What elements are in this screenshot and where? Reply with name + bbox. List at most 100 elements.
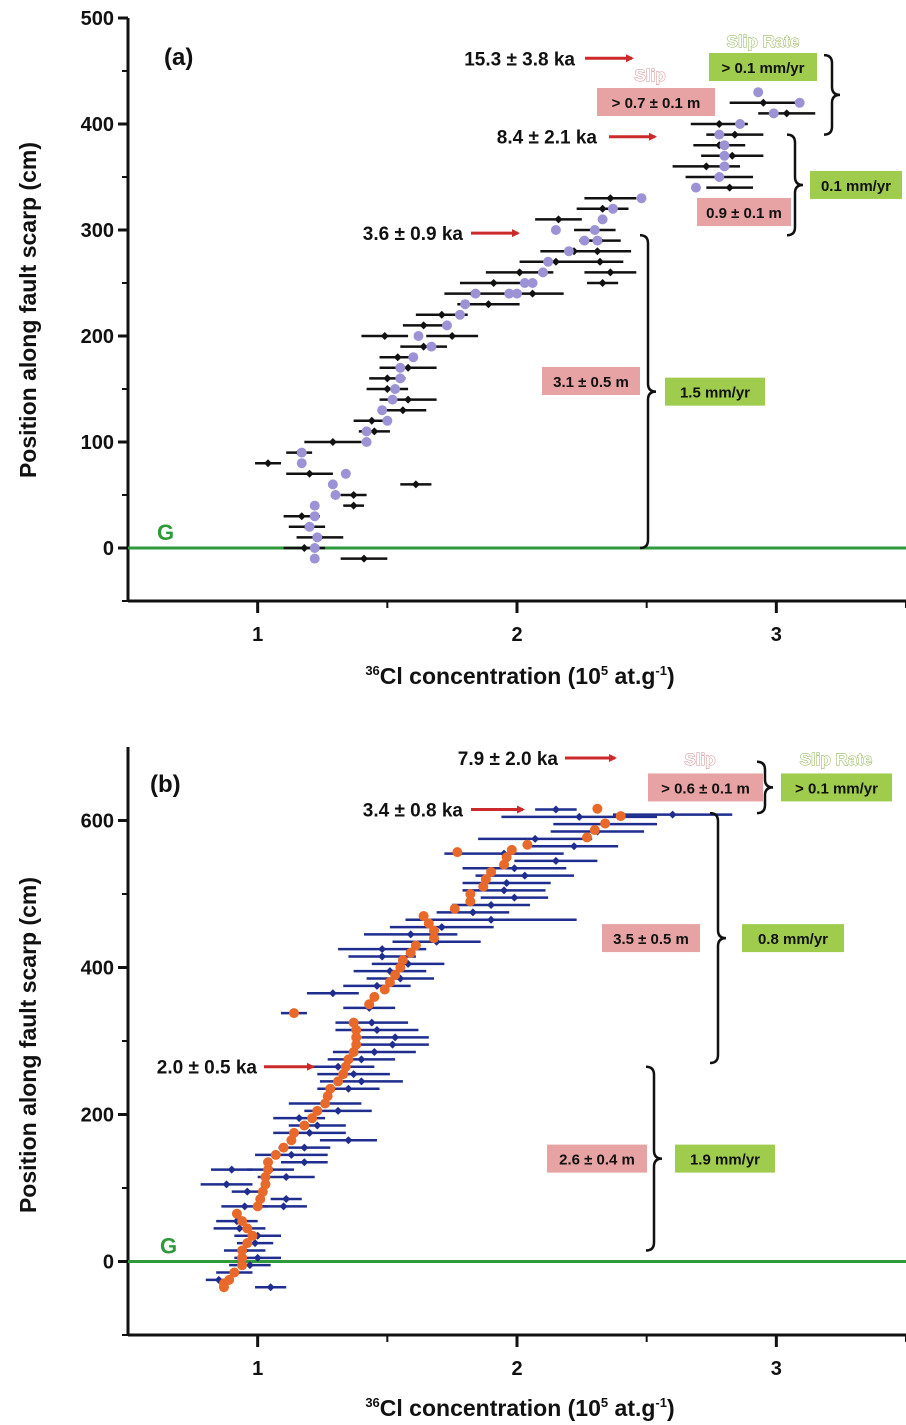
rate-value: 0.8 mm/yr <box>758 931 828 948</box>
measured-series-b <box>200 805 733 1292</box>
modeled-point <box>364 999 375 1010</box>
rate-value: 1.5 mm/yr <box>680 385 750 402</box>
measured-point <box>501 812 658 821</box>
measured-marker <box>235 1224 244 1233</box>
modeled-point <box>768 108 779 119</box>
measured-marker <box>595 257 604 266</box>
measured-marker <box>406 930 415 939</box>
measured-marker <box>437 310 446 319</box>
measured-point <box>480 893 549 902</box>
measured-marker <box>393 353 402 362</box>
modeled-point <box>390 384 401 394</box>
measured-point <box>563 247 632 256</box>
x-tick-label: 1 <box>252 624 263 646</box>
panel-a: (a) Position along fault scarp (cm) 36Cl… <box>15 8 906 689</box>
measured-marker <box>510 864 519 873</box>
measured-marker <box>728 151 737 160</box>
slip-box-bg <box>547 1144 647 1173</box>
measured-marker <box>380 332 389 340</box>
modeled-point <box>312 1105 323 1116</box>
measured-marker <box>419 342 428 351</box>
modeled-point <box>312 532 323 543</box>
panel-label-a: (a) <box>164 44 193 71</box>
measured-point <box>389 923 494 932</box>
modeled-point <box>397 955 408 966</box>
rate-box-bg <box>709 53 817 81</box>
modeled-point <box>480 874 491 885</box>
measured-marker <box>531 834 540 843</box>
y-tick-label: 200 <box>81 326 114 348</box>
slip-box-bg <box>597 88 715 116</box>
modeled-point <box>237 1216 248 1227</box>
measured-point <box>260 1202 307 1211</box>
measured-marker <box>227 1165 236 1174</box>
slip-value: > 0.6 ± 0.1 m <box>661 780 750 797</box>
measured-marker <box>305 469 314 478</box>
modeled-point <box>690 182 701 193</box>
measured-marker <box>305 1128 314 1137</box>
measured-marker <box>300 1158 309 1167</box>
measured-point <box>426 332 479 340</box>
modeled-point <box>537 267 548 278</box>
modeled-point <box>343 1054 354 1065</box>
measured-point <box>576 257 624 266</box>
modeled-point <box>522 839 533 850</box>
measured-marker <box>344 1084 353 1093</box>
measured-marker <box>282 1195 291 1204</box>
modeled-point <box>563 246 574 257</box>
modeled-point <box>309 500 320 511</box>
measured-marker <box>388 1040 397 1049</box>
measured-marker <box>245 1261 254 1270</box>
measured-marker <box>251 1239 260 1248</box>
measured-marker <box>357 1055 366 1064</box>
modeled-point <box>224 1274 235 1285</box>
measured-marker <box>575 812 584 821</box>
slip-header-a: Slip <box>634 66 665 85</box>
ground-label-b: G <box>160 1234 177 1259</box>
slip-box: 3.5 ± 0.5 m <box>602 924 700 953</box>
modeled-point <box>504 288 515 299</box>
slip-box: > 0.7 ± 0.1 m <box>597 88 715 116</box>
rate-value: > 0.1 mm/yr <box>795 780 878 797</box>
rate-box: 0.8 mm/yr <box>742 924 844 953</box>
measured-marker <box>570 842 579 851</box>
measured-marker <box>367 416 376 425</box>
measured-marker <box>598 204 607 213</box>
modeled-series-a <box>296 87 805 564</box>
measured-point <box>255 1283 287 1292</box>
rate-box-bg <box>810 170 902 199</box>
rate-value: 1.9 mm/yr <box>690 1152 760 1169</box>
measured-marker <box>437 923 446 932</box>
modeled-point <box>719 140 730 151</box>
measured-marker <box>404 395 413 404</box>
measured-marker <box>398 406 407 415</box>
modeled-point <box>592 803 603 814</box>
rate-box: 1.5 mm/yr <box>665 377 765 406</box>
measured-point <box>270 1195 302 1204</box>
slip-box: > 0.6 ± 0.1 m <box>648 773 763 802</box>
modeled-point <box>327 479 338 490</box>
measured-marker <box>782 109 791 118</box>
modeled-point <box>470 288 481 299</box>
modeled-point <box>405 947 416 958</box>
measured-point <box>529 842 619 851</box>
measured-point <box>478 834 593 843</box>
x-tick-label: 3 <box>771 624 782 646</box>
slip-box: 2.6 ± 0.4 m <box>547 1144 647 1173</box>
measured-point <box>319 1077 403 1086</box>
modeled-point <box>543 256 554 267</box>
modeled-point <box>237 1252 248 1263</box>
modeled-point <box>288 1127 299 1138</box>
y-tick-label: 100 <box>81 432 114 454</box>
rate-box-bg <box>675 1144 775 1173</box>
measured-point <box>210 1165 253 1174</box>
slip-value: 3.5 ± 0.5 m <box>613 931 689 948</box>
measured-point <box>304 438 362 446</box>
measured-point <box>234 1231 282 1240</box>
measured-point <box>306 989 359 998</box>
measured-marker <box>349 491 358 499</box>
x-tick-label: 3 <box>771 1358 782 1380</box>
measured-point <box>273 1128 346 1137</box>
modeled-point <box>263 1164 274 1175</box>
modeled-point <box>309 553 320 564</box>
